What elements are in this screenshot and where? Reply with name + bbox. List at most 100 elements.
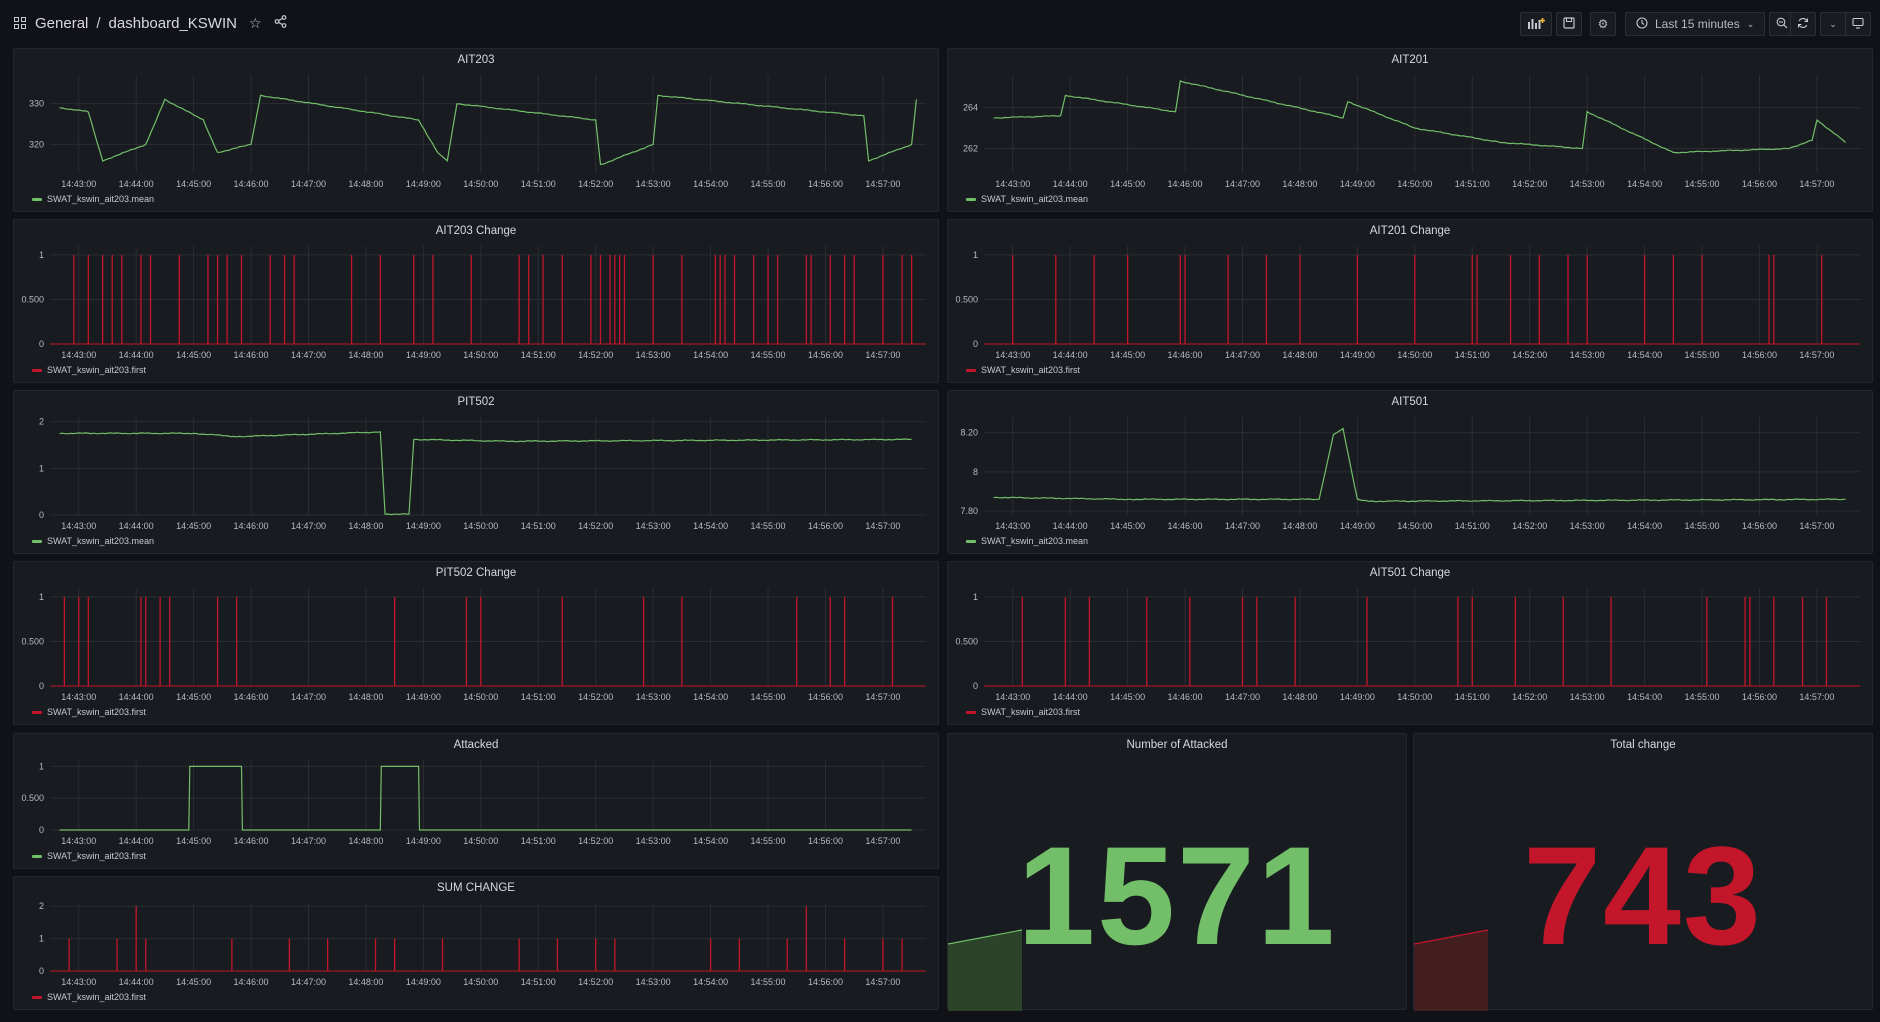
panel-ait501[interactable]: AIT501 8.20 8 7.80 14:43:00 14:44:00 14:45:00 1… (947, 390, 1873, 554)
legend[interactable]: SWAT_kswin_ait203.mean (966, 194, 1088, 204)
x-tick-label: 14:55:00 (1685, 350, 1720, 360)
share-icon[interactable] (274, 15, 287, 31)
panel-title: PIT502 (457, 396, 495, 408)
x-tick-label: 14:55:00 (751, 836, 786, 846)
legend[interactable]: SWAT_kswin_ait203.mean (966, 536, 1088, 546)
legend[interactable]: SWAT_kswin_ait203.mean (32, 194, 154, 204)
legend[interactable]: SWAT_kswin_ait203.first (32, 851, 146, 861)
x-tick-label: 14:50:00 (1397, 179, 1432, 189)
x-tick-label: 14:44:00 (1053, 350, 1088, 360)
legend-swatch (32, 854, 42, 858)
add-panel-button[interactable] (1520, 12, 1552, 36)
top-bar: General / dashboard_KSWIN ☆ ⚙ Last 15 mi… (0, 0, 1880, 46)
tv-mode-button[interactable] (1845, 12, 1871, 36)
x-tick-label: 14:55:00 (751, 977, 786, 987)
x-tick-label: 14:53:00 (636, 692, 671, 702)
chart-pit502c: 1 0.500 0 14:43:00 14:44:00 14:45:00 14:46:00 1… (21, 588, 926, 702)
panel-pit502[interactable]: PIT502 2 1 0 14:43:00 14:44:00 14:45:00 14:46:0… (13, 390, 939, 554)
x-tick-label: 14:51:00 (1455, 350, 1490, 360)
breadcrumb: General / dashboard_KSWIN ☆ (14, 13, 287, 33)
stat-value: 1571 (1017, 817, 1337, 974)
legend-swatch (32, 368, 42, 372)
x-tick-label: 14:49:00 (406, 179, 441, 189)
panel-number-of-attacked[interactable]: Number of Attacked 1571 (947, 733, 1407, 1011)
zoom-out-icon (1776, 17, 1788, 32)
x-tick-label: 14:57:00 (1799, 692, 1834, 702)
series-line (59, 94, 917, 166)
x-tick-label: 14:47:00 (291, 977, 326, 987)
x-tick-label: 14:55:00 (751, 179, 786, 189)
x-tick-label: 14:47:00 (291, 836, 326, 846)
legend[interactable]: SWAT_kswin_ait203.mean (32, 536, 154, 546)
x-tick-label: 14:45:00 (176, 350, 211, 360)
x-tick-label: 14:45:00 (1110, 350, 1145, 360)
panel-ait201[interactable]: AIT201 264 262 14:43:00 14:44:00 14:45:00 14:4… (947, 48, 1873, 212)
x-tick-label: 14:54:00 (693, 521, 728, 531)
panel-ait203[interactable]: AIT203 330 320 14:43:00 14:44:00 14:45:00 14:4… (13, 48, 939, 212)
x-tick-label: 14:56:00 (1742, 521, 1777, 531)
x-tick-label: 14:55:00 (751, 521, 786, 531)
chart-ait501: 8.20 8 7.80 14:43:00 14:44:00 14:45:00 14:46:0… (960, 417, 1860, 531)
panel-title: AIT203 Change (435, 225, 517, 237)
panel-total-change[interactable]: Total change 743 (1413, 733, 1873, 1011)
x-tick-label: 14:43:00 (995, 692, 1030, 702)
x-tick-label: 14:48:00 (348, 179, 383, 189)
x-tick-label: 14:48:00 (1282, 521, 1317, 531)
x-tick-label: 14:54:00 (1627, 521, 1662, 531)
legend-swatch (966, 539, 976, 543)
legend[interactable]: SWAT_kswin_ait203.first (966, 365, 1080, 375)
panel-ait501c[interactable]: AIT501 Change 1 0.500 0 14:43:00 14:44:00 14:4… (947, 561, 1873, 725)
panel-pit502c[interactable]: PIT502 Change 1 0.500 0 14:43:00 14:44:00 14:4… (13, 561, 939, 725)
x-tick-label: 14:44:00 (1053, 521, 1088, 531)
x-tick-label: 14:55:00 (1685, 692, 1720, 702)
x-tick-label: 14:56:00 (1742, 350, 1777, 360)
x-tick-label: 14:51:00 (521, 977, 556, 987)
legend[interactable]: SWAT_kswin_ait203.first (32, 992, 146, 1002)
x-tick-label: 14:56:00 (1742, 179, 1777, 189)
legend[interactable]: SWAT_kswin_ait203.first (966, 707, 1080, 717)
legend[interactable]: SWAT_kswin_ait203.first (32, 707, 146, 717)
y-tick-label: 0 (39, 825, 44, 835)
panel-ait203c[interactable]: AIT203 Change 1 0.500 0 14:43:00 14:44:00 14:4… (13, 219, 939, 383)
x-tick-label: 14:54:00 (1627, 350, 1662, 360)
x-tick-label: 14:47:00 (1225, 521, 1260, 531)
x-tick-label: 14:45:00 (1110, 521, 1145, 531)
save-icon (1563, 16, 1575, 32)
x-tick-label: 14:50:00 (463, 977, 498, 987)
x-tick-label: 14:52:00 (578, 350, 613, 360)
y-tick-label: 0 (39, 681, 44, 691)
star-icon[interactable]: ☆ (248, 14, 262, 31)
time-picker-button[interactable]: Last 15 minutes ⌄ (1625, 12, 1766, 36)
x-tick-label: 14:52:00 (1512, 692, 1547, 702)
x-tick-label: 14:43:00 (61, 350, 96, 360)
panel-title: AIT501 (1391, 396, 1429, 408)
x-tick-label: 14:49:00 (1340, 521, 1375, 531)
x-tick-label: 14:43:00 (61, 692, 96, 702)
dashboard-settings-button[interactable]: ⚙ (1590, 12, 1616, 36)
dashboard-title[interactable]: dashboard_KSWIN (108, 14, 237, 32)
x-tick-label: 14:54:00 (1627, 692, 1662, 702)
legend-swatch (966, 710, 976, 714)
panel-title: PIT502 Change (435, 567, 517, 579)
refresh-interval-dropdown[interactable]: ⌄ (1820, 12, 1846, 36)
y-tick-label: 0.500 (21, 294, 44, 304)
dashboard-grid-icon[interactable] (14, 16, 27, 30)
x-tick-label: 14:46:00 (234, 692, 269, 702)
breadcrumb-separator: / (96, 14, 101, 32)
panel-ait201c[interactable]: AIT201 Change 1 0.500 0 14:43:00 14:44:00 14:4… (947, 219, 1873, 383)
x-tick-label: 14:45:00 (176, 692, 211, 702)
breadcrumb-folder[interactable]: General (35, 14, 89, 32)
x-tick-label: 14:45:00 (176, 521, 211, 531)
refresh-button[interactable] (1790, 12, 1816, 36)
save-dashboard-button[interactable] (1556, 12, 1582, 36)
panel-attacked[interactable]: Attacked 1 0.500 0 14:43:00 14:44:00 14:45:00 1… (13, 733, 939, 869)
legend[interactable]: SWAT_kswin_ait203.first (32, 365, 146, 375)
panel-sumchange[interactable]: SUM CHANGE 2 1 0 14:43:00 14:44:00 14:45:00 14:… (13, 876, 939, 1010)
x-tick-label: 14:51:00 (1455, 521, 1490, 531)
x-tick-label: 14:43:00 (995, 179, 1030, 189)
x-tick-label: 14:56:00 (808, 692, 843, 702)
legend-label: SWAT_kswin_ait203.mean (981, 194, 1089, 204)
x-tick-label: 14:52:00 (578, 836, 613, 846)
x-tick-label: 14:44:00 (119, 836, 154, 846)
x-tick-label: 14:50:00 (463, 692, 498, 702)
